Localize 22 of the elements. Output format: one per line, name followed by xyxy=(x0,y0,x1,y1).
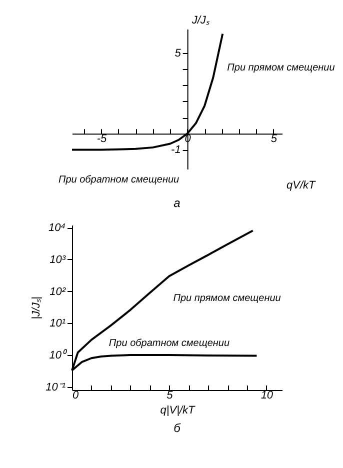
annotation: При обратном смещении xyxy=(58,174,180,186)
x-tick-label: -5 xyxy=(96,133,108,146)
text: б xyxy=(174,421,182,435)
y-tick-label: 10¹ xyxy=(50,318,66,330)
y-tick-label: 10⁰ xyxy=(49,348,68,362)
x-tick-label: 5 xyxy=(166,390,174,402)
y-axis-title: J/Jₛ xyxy=(190,14,210,26)
annotation: При прямом смещении xyxy=(227,62,336,74)
x-tick-label: 0 xyxy=(72,390,80,402)
text: а xyxy=(174,196,181,210)
y-tick-label: 10³ xyxy=(50,254,66,266)
x-axis-title: q|V|/kT xyxy=(160,404,196,416)
y-tick-label: 10² xyxy=(50,286,66,298)
x-tick-label: 10 xyxy=(260,390,274,402)
series-label: При обратном смещении xyxy=(108,338,230,350)
y-tick-label: 10⁴ xyxy=(48,222,66,234)
series-label: При прямом смещении xyxy=(173,293,282,304)
y-tick-label: -1 xyxy=(171,144,181,156)
x-axis-title: qV/kT xyxy=(286,180,317,192)
y-tick-label: 10⁻¹ xyxy=(46,381,66,394)
y-axis-title: |J/Jₛ| xyxy=(30,296,43,320)
x-tick-label: 5 xyxy=(270,133,278,146)
